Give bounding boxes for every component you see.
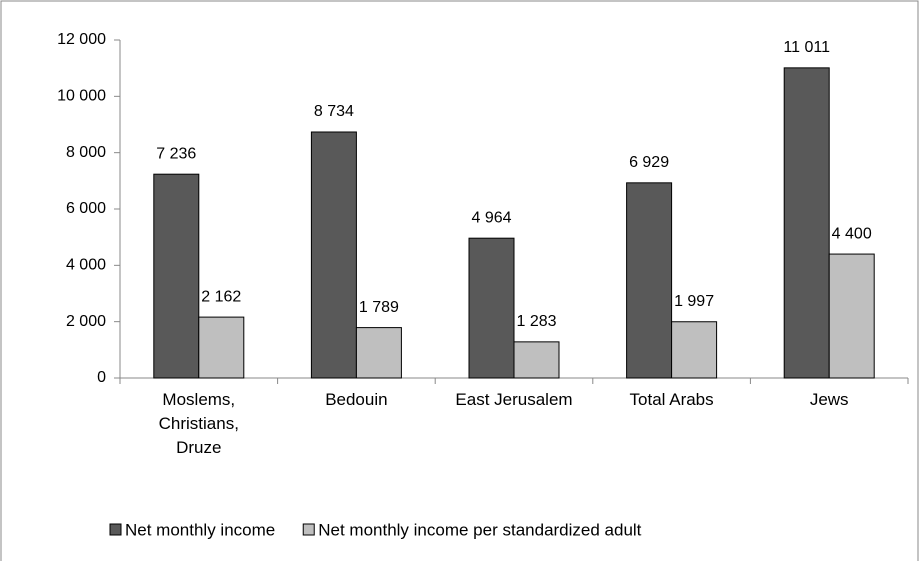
value-label: 6 929 bbox=[629, 154, 669, 171]
x-tick-label: Jews bbox=[809, 390, 849, 409]
y-tick-label: 10 000 bbox=[57, 88, 106, 105]
x-tick-label: Bedouin bbox=[325, 390, 388, 409]
bar bbox=[355, 327, 402, 379]
value-label: 8 734 bbox=[314, 103, 354, 120]
y-tick-label: 6 000 bbox=[66, 200, 106, 217]
x-tick-label: Total Arabs bbox=[629, 390, 714, 409]
bar bbox=[828, 253, 875, 379]
y-tick-label: 4 000 bbox=[66, 257, 106, 274]
y-tick-label: 2 000 bbox=[66, 313, 106, 330]
value-label: 1 997 bbox=[674, 293, 714, 310]
legend-swatch bbox=[302, 523, 315, 536]
value-label: 11 011 bbox=[783, 39, 830, 56]
bar bbox=[626, 182, 673, 379]
bar bbox=[513, 341, 560, 379]
legend-label: Net monthly income per standardized adul… bbox=[318, 520, 641, 539]
x-tick-label: East Jerusalem bbox=[455, 390, 573, 409]
y-tick-label: 8 000 bbox=[66, 144, 106, 161]
value-label: 4 964 bbox=[471, 209, 511, 226]
value-label: 1 789 bbox=[359, 299, 399, 316]
value-label: 4 400 bbox=[832, 225, 872, 242]
bar bbox=[671, 321, 718, 379]
legend-label: Net monthly income bbox=[125, 520, 275, 539]
x-tick-label: Moslems, Christians, Druze bbox=[158, 390, 239, 457]
y-tick-label: 0 bbox=[97, 369, 106, 386]
bar bbox=[310, 131, 357, 379]
legend-swatch bbox=[109, 523, 122, 536]
y-tick-label: 12 000 bbox=[57, 31, 106, 48]
value-label: 2 162 bbox=[201, 288, 241, 305]
bar bbox=[153, 173, 200, 379]
value-label: 1 283 bbox=[516, 313, 556, 330]
bar bbox=[468, 237, 515, 379]
bar bbox=[198, 316, 245, 379]
bar bbox=[783, 67, 830, 379]
value-label: 7 236 bbox=[156, 145, 196, 162]
